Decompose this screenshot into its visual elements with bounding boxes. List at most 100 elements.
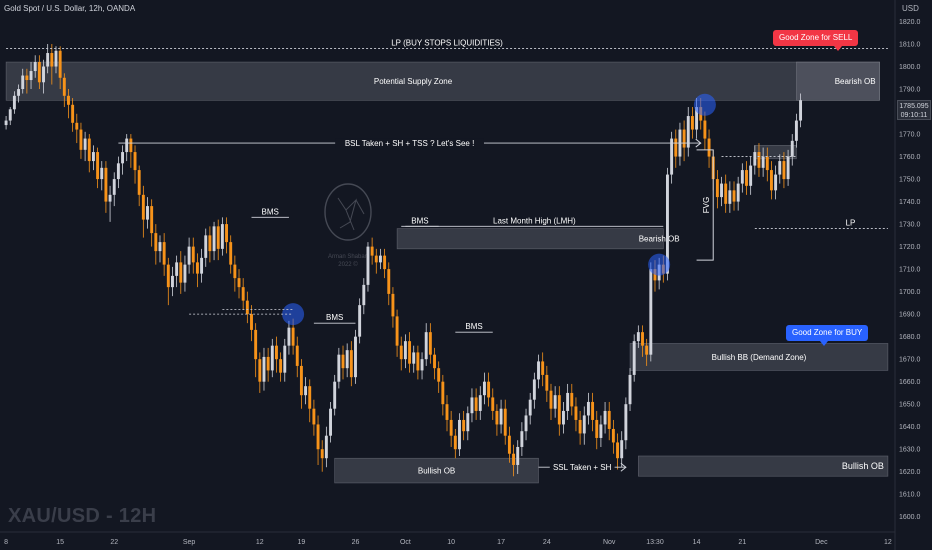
candle-body: [374, 255, 378, 263]
price-axis[interactable]: 1600.0 1610.0 1620.0 1630.0 1640.0 1650.0 1660…: [899, 19, 921, 521]
time-tick-label: 17: [497, 539, 505, 546]
candle-132: [553, 386, 557, 418]
candle-185: [774, 165, 778, 200]
candle-body: [274, 345, 278, 360]
candle-70: [295, 336, 299, 378]
candle-body: [287, 327, 291, 346]
logo-name: Arman Shaban: [328, 254, 368, 260]
time-axis[interactable]: 8 15 22 Sep 12 19 26 Oct 10 17 24 Nov 13:30 14 21 Dec 12: [4, 539, 892, 546]
candle-64: [270, 338, 274, 378]
candle-body: [437, 368, 441, 382]
candle-86: [362, 278, 366, 315]
candle-75: [316, 415, 320, 465]
candle-body: [270, 345, 274, 371]
price-tick-label: 1620.0: [899, 469, 921, 476]
candle-1: [8, 107, 12, 126]
candle-56: [237, 269, 241, 299]
price-tick-label: 1640.0: [899, 424, 921, 431]
candle-133: [557, 386, 561, 436]
time-tick-label: 22: [110, 539, 118, 546]
candle-24: [104, 161, 108, 213]
candle-body: [749, 165, 753, 186]
zone-1: [796, 61, 880, 101]
candle-82: [345, 343, 349, 378]
candle-body: [574, 406, 578, 420]
candle-body: [799, 100, 803, 121]
candle-118: [495, 404, 499, 436]
candle-body: [146, 206, 149, 220]
candle-3: [17, 84, 21, 103]
candle-body: [499, 408, 503, 425]
candle-body: [720, 183, 723, 198]
candle-body: [183, 264, 187, 283]
candle-110: [462, 410, 466, 441]
candle-177: [740, 163, 744, 193]
candle-body: [399, 345, 403, 360]
candle-148: [620, 431, 624, 468]
candle-0: [4, 116, 8, 130]
buy-zone-callout[interactable]: Good Zone for BUY: [786, 325, 869, 346]
symbol-header: Gold Spot / U.S. Dollar, 12h, OANDA: [4, 4, 136, 13]
candle-body: [266, 356, 270, 371]
candle-164: [686, 107, 690, 157]
candle-74: [312, 399, 316, 436]
candle-body: [794, 120, 798, 141]
candle-13: [58, 46, 62, 90]
candle-17: [75, 113, 79, 144]
candle-145: [607, 401, 611, 441]
candle-48: [204, 228, 208, 267]
candle-body: [541, 361, 545, 375]
price-tick-label: 1800.0: [899, 64, 921, 71]
time-tick-label: 13:30: [646, 539, 664, 546]
candle-31: [133, 145, 137, 184]
annotation-4-label: SSL Taken + SH: [553, 463, 612, 472]
candle-165: [690, 107, 694, 139]
candle-117: [491, 388, 495, 420]
candle-187: [782, 152, 786, 189]
candle-body: [133, 152, 137, 171]
annotation-4-label-bg: [549, 462, 615, 473]
candle-114: [478, 386, 482, 420]
price-tick-label: 1600.0: [899, 514, 921, 521]
candle-146: [611, 419, 615, 454]
candle-body: [507, 435, 511, 454]
candle-108: [453, 428, 457, 459]
candle-body: [603, 410, 607, 425]
candle-body: [636, 332, 640, 342]
candle-body: [42, 66, 45, 83]
candle-120: [503, 399, 507, 445]
candle-body: [520, 431, 524, 447]
candle-body: [586, 401, 590, 416]
candle-40: [171, 266, 174, 297]
candle-body: [611, 428, 615, 443]
candle-body: [291, 327, 295, 346]
zone-label-1: Bearish OB: [835, 77, 876, 86]
candle-body: [578, 419, 582, 434]
candle-97: [408, 332, 412, 373]
candle-body: [362, 284, 366, 306]
annotation-8-label: BMS: [465, 322, 482, 331]
candle-body: [753, 152, 757, 166]
candle-body: [295, 345, 299, 366]
candle-15: [67, 89, 70, 119]
candle-6: [29, 62, 33, 90]
candle-77: [324, 426, 328, 468]
candle-body: [728, 190, 732, 204]
candle-body: [674, 138, 678, 157]
candle-body: [337, 354, 341, 382]
candle-89: [374, 248, 378, 274]
candle-body: [786, 156, 790, 180]
zone-label-0: Potential Supply Zone: [374, 77, 453, 86]
candle-183: [765, 147, 769, 182]
sell-zone-callout[interactable]: Good Zone for SELL: [773, 30, 859, 51]
candle-body: [191, 246, 195, 263]
candle-45: [191, 237, 195, 274]
candle-144: [603, 401, 607, 434]
candle-body: [254, 329, 258, 360]
candle-71: [299, 359, 303, 409]
candle-30: [129, 134, 133, 168]
candle-141: [591, 392, 595, 432]
candle-body: [75, 122, 79, 130]
candle-body: [740, 170, 744, 184]
